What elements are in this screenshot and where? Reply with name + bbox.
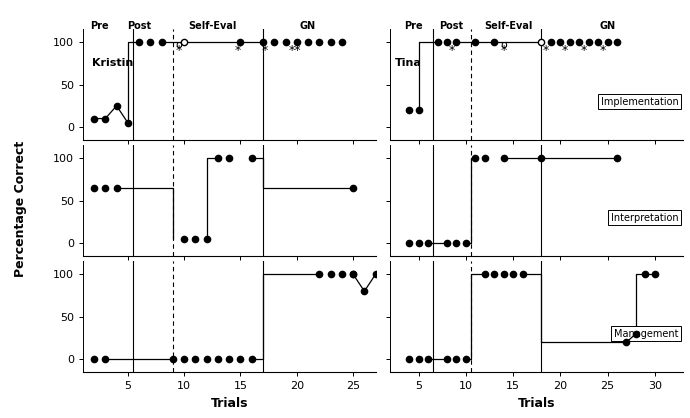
Text: o: o [500, 40, 507, 50]
Text: Post: Post [440, 21, 464, 31]
Text: *: * [500, 44, 506, 57]
Text: *: * [175, 44, 181, 57]
Text: Management: Management [614, 329, 678, 339]
Text: *: * [581, 44, 587, 57]
Text: Interpretation: Interpretation [611, 213, 678, 223]
Text: *: * [543, 44, 549, 57]
Text: *: * [262, 44, 268, 57]
Text: *: * [235, 44, 242, 57]
Text: **: ** [288, 44, 301, 57]
Text: o: o [175, 40, 182, 50]
Text: GN: GN [300, 21, 316, 31]
Text: Post: Post [127, 21, 151, 31]
Text: *: * [600, 44, 606, 57]
Text: Kristin: Kristin [92, 58, 133, 68]
Text: Self-Eval: Self-Eval [188, 21, 237, 31]
Text: Pre: Pre [404, 21, 423, 31]
X-axis label: Trials: Trials [518, 397, 555, 410]
Text: GN: GN [600, 21, 615, 31]
X-axis label: Trials: Trials [210, 397, 248, 410]
Text: Self-Eval: Self-Eval [484, 21, 533, 31]
Text: Pre: Pre [90, 21, 109, 31]
Text: Tina: Tina [395, 58, 422, 68]
Text: *: * [562, 44, 568, 57]
Text: *: * [448, 44, 455, 57]
Text: Implementation: Implementation [600, 97, 678, 107]
Text: Percentage Correct: Percentage Correct [14, 141, 27, 277]
